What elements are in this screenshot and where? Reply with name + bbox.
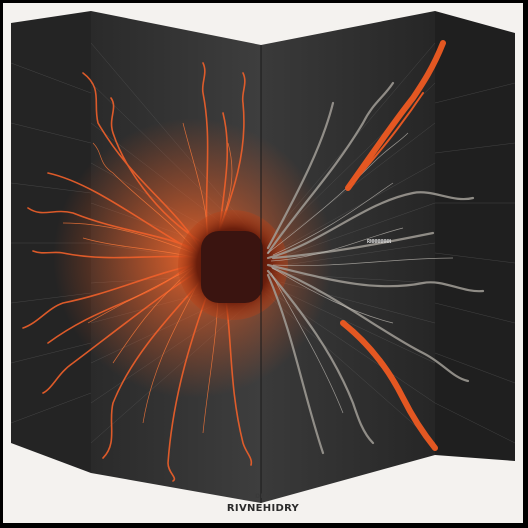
artwork-frame: RNNNNNNN DNS RIVNEHIDRY [3,3,523,523]
void-core [201,231,263,303]
left-wing-panel [11,11,91,473]
grey-fine-tendrils [267,132,454,414]
caption-title: RIVNEHIDRY [226,503,300,514]
orange-tendrils [22,62,253,482]
orange-accent-bands [340,40,446,451]
folded-panels-artwork [10,11,516,503]
right-wing-panel [435,11,515,461]
caption-small: DNS [255,493,271,500]
grey-tendrils [266,81,485,455]
inner-label: RNNNNNNN [367,239,392,245]
